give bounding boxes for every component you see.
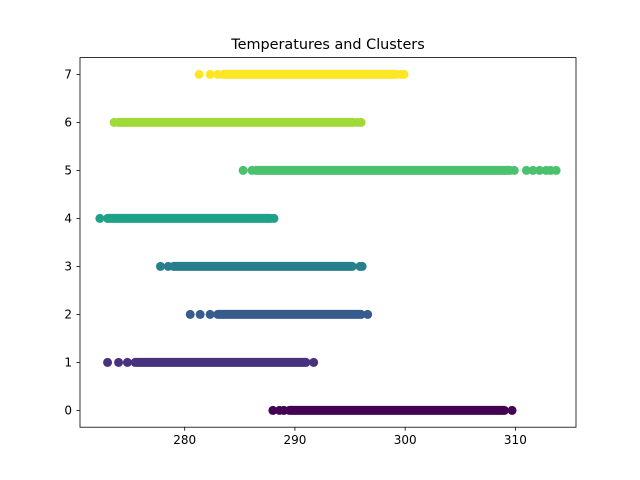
axes-frame: [79, 57, 577, 428]
y-tick-label-5: 5: [64, 164, 72, 178]
cluster-7-point-4: [399, 69, 409, 79]
y-tick-label-4: 4: [64, 212, 72, 226]
x-axis: 280 290 300 310: [173, 427, 527, 447]
cluster-6-point-0: [109, 117, 119, 127]
cluster-7-point-0: [194, 69, 204, 79]
y-tick-label-7: 7: [64, 68, 72, 82]
cluster-1-series: [103, 357, 319, 367]
cluster-0-point-2: [279, 405, 289, 415]
y-axis: 0 1 2 3 4 5 6 7: [64, 68, 80, 418]
y-tick-label-0: 0: [64, 404, 72, 418]
cluster-2-point-1: [195, 309, 205, 319]
points-layer: [95, 69, 561, 415]
cluster-5-point-1: [247, 165, 257, 175]
cluster-4-series: [95, 213, 279, 223]
cluster-2-point-2: [205, 309, 215, 319]
cluster-0-point-3: [507, 405, 517, 415]
y-tick-label-2: 2: [64, 308, 72, 322]
cluster-0-series: [268, 405, 517, 415]
cluster-1-point-2: [122, 357, 132, 367]
x-tick-label-310: 310: [504, 433, 527, 447]
cluster-5-point-0: [238, 165, 248, 175]
cluster-3-point-1: [163, 261, 173, 271]
y-tick-label-6: 6: [64, 116, 72, 130]
x-tick-label-300: 300: [394, 433, 417, 447]
cluster-7-point-1: [205, 69, 215, 79]
cluster-7-series: [194, 69, 409, 79]
cluster-1-point-0: [103, 357, 113, 367]
y-tick-label-3: 3: [64, 260, 72, 274]
cluster-0-point-0: [268, 405, 278, 415]
cluster-3-point-0: [155, 261, 165, 271]
cluster-5-point-4: [528, 165, 538, 175]
cluster-5-point-8: [551, 165, 561, 175]
cluster-3-point-3: [357, 261, 367, 271]
cluster-7-point-2: [213, 69, 223, 79]
cluster-5-point-2: [509, 165, 519, 175]
y-tick-label-1: 1: [64, 356, 72, 370]
x-tick-label-290: 290: [283, 433, 306, 447]
cluster-6-point-2: [356, 117, 366, 127]
cluster-5-point-3: [521, 165, 531, 175]
cluster-5-series: [238, 165, 561, 175]
cluster-2-series: [185, 309, 373, 319]
chart-title: Temperatures and Clusters: [230, 37, 424, 53]
cluster-2-point-3: [363, 309, 373, 319]
cluster-2-point-0: [185, 309, 195, 319]
x-tick-label-280: 280: [173, 433, 196, 447]
cluster-6-series: [109, 117, 366, 127]
cluster-5-point-5: [535, 165, 545, 175]
cluster-4-point-0: [95, 213, 105, 223]
cluster-1-point-3: [309, 357, 319, 367]
cluster-4-point-1: [269, 213, 279, 223]
cluster-1-point-1: [114, 357, 124, 367]
cluster-3-series: [155, 261, 367, 271]
